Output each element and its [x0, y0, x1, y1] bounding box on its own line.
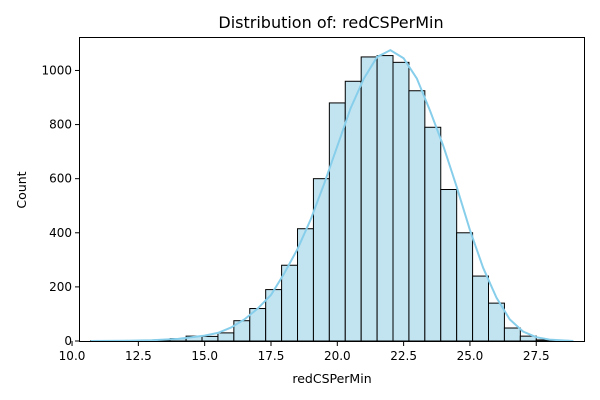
histogram-bar: [217, 332, 235, 342]
x-tick-label: 10.0: [59, 349, 86, 363]
x-tick-label: 22.5: [390, 349, 417, 363]
plot-frame: [79, 37, 585, 342]
y-tick-label: 400: [49, 226, 72, 240]
x-tick-label: 20.0: [324, 349, 351, 363]
histogram-bar: [360, 56, 378, 342]
x-tick-label: 15.0: [191, 349, 218, 363]
histogram-bar: [488, 302, 505, 342]
x-tick-label: 27.5: [523, 349, 550, 363]
histogram-bar: [424, 126, 442, 342]
histogram-bar: [344, 80, 362, 342]
x-tick-label: 12.5: [125, 349, 152, 363]
histogram-bar: [503, 327, 521, 342]
y-tick-label: 0: [64, 334, 72, 348]
y-tick-label: 800: [49, 118, 72, 132]
y-tick-label: 1000: [41, 63, 72, 77]
x-axis: 10.0 12.5 15.0 17.5 20.0 22.5 25.0 27.5: [59, 341, 550, 363]
x-axis-label: redCSPerMin: [292, 371, 371, 386]
chart-title: Distribution of: redCSPerMin: [218, 13, 443, 32]
x-tick-label: 17.5: [258, 349, 285, 363]
y-tick-label: 600: [49, 172, 72, 186]
histogram-bar: [376, 55, 394, 342]
kde-curve: [90, 49, 574, 342]
x-tick-label: 25.0: [457, 349, 484, 363]
histogram-bar: [281, 264, 299, 342]
histogram-bar: [472, 275, 490, 342]
histogram-bar: [328, 102, 346, 342]
y-tick-label: 200: [49, 280, 72, 294]
y-axis: 0 200 400 600 800 1000: [41, 63, 80, 348]
y-axis-label: Count: [14, 171, 29, 208]
histogram-bar: [312, 178, 330, 342]
histogram-bar: [408, 90, 426, 342]
histogram-bar: [392, 61, 410, 342]
histogram-bar: [201, 335, 219, 342]
histogram-bar: [456, 232, 474, 342]
histogram-bar: [440, 189, 458, 342]
